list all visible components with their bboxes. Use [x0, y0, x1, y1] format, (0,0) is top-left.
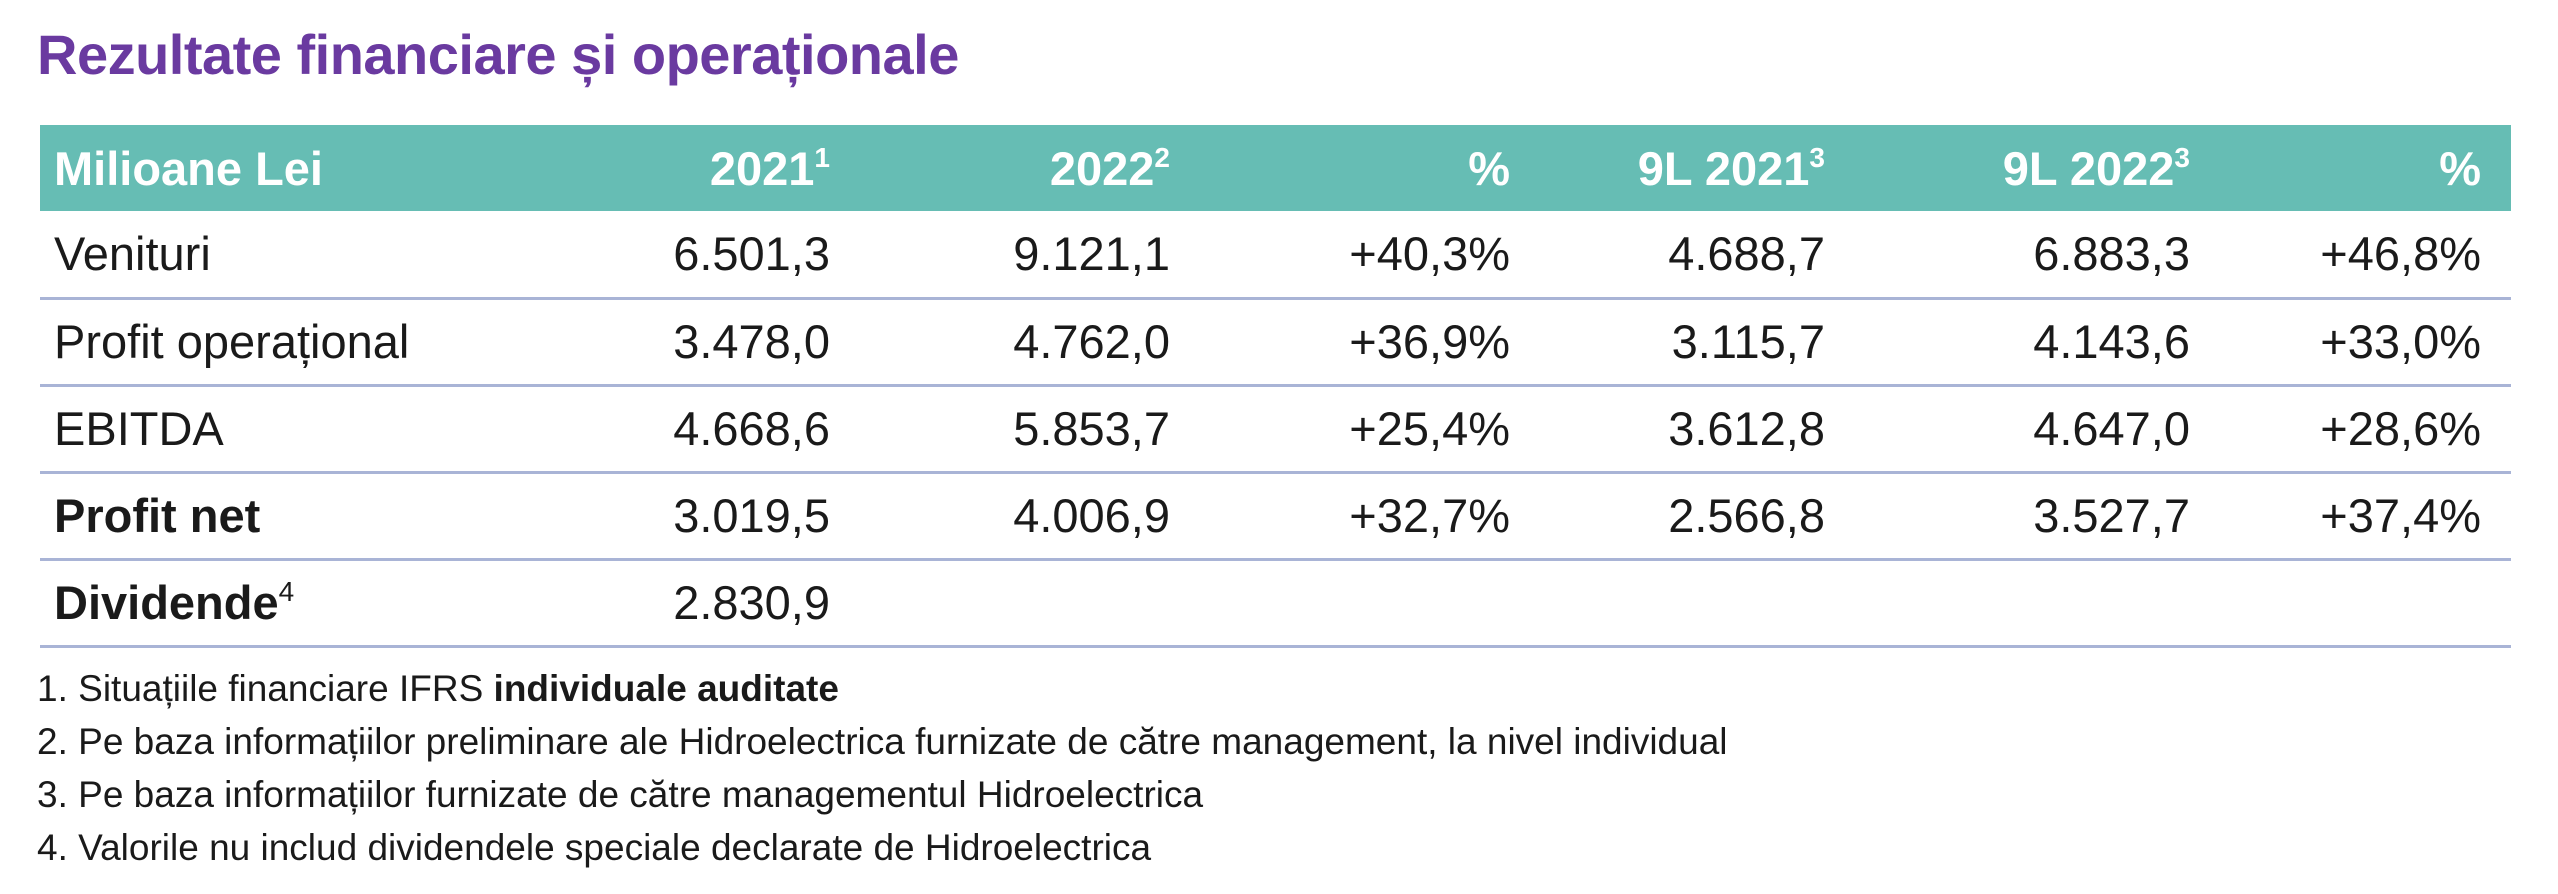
- row-label: EBITDA: [54, 402, 224, 455]
- cell-9l-2021: 3.115,7: [1671, 315, 1825, 368]
- header-percent-9l: %: [2439, 141, 2481, 195]
- cell-percent-annual: +40,3%: [1349, 227, 1510, 281]
- row-label: Profit net: [54, 489, 261, 542]
- cell-2021: 3.478,0: [673, 315, 830, 368]
- cell-9l-2022: [1855, 559, 2220, 646]
- table-row-profit-net: Profit net 3.019,5 4.006,9 +32,7% 2.566,…: [40, 472, 2511, 559]
- cell-9l-2021: [1540, 559, 1855, 646]
- cell-percent-annual: +36,9%: [1349, 315, 1510, 368]
- row-label: Dividende4: [54, 576, 295, 629]
- cell-percent-9l: +28,6%: [2320, 402, 2481, 455]
- header-2022: 20222: [1049, 141, 1170, 195]
- table-row-profit-operational: Profit operațional 3.478,0 4.762,0 +36,9…: [40, 298, 2511, 385]
- cell-2022: 5.853,7: [1013, 402, 1170, 455]
- cell-9l-2022: 4.143,6: [2033, 315, 2190, 368]
- cell-percent-annual: +32,7%: [1349, 489, 1510, 542]
- cell-9l-2022: 6.883,3: [2033, 227, 2190, 281]
- header-label: Milioane Lei: [54, 141, 323, 195]
- table-row-venituri: Venituri 6.501,3 9.121,1 +40,3% 4.688,7 …: [40, 211, 2511, 298]
- cell-2021: 6.501,3: [673, 227, 830, 281]
- cell-percent-9l: +33,0%: [2320, 315, 2481, 368]
- row-label: Profit operațional: [54, 315, 410, 368]
- cell-9l-2022: 3.527,7: [2033, 489, 2190, 542]
- header-9l-2021: 9L 20213: [1637, 141, 1825, 195]
- cell-percent-annual: +25,4%: [1349, 402, 1510, 455]
- cell-9l-2021: 3.612,8: [1668, 402, 1825, 455]
- footnotes: 1. Situațiile financiare IFRS individual…: [37, 662, 1728, 874]
- footnote-1: 1. Situațiile financiare IFRS individual…: [37, 668, 839, 709]
- cell-9l-2022: 4.647,0: [2033, 402, 2190, 455]
- row-label: Venituri: [54, 227, 211, 281]
- cell-2021: 2.830,9: [673, 576, 830, 629]
- footnote-2: 2. Pe baza informațiilor preliminare ale…: [37, 721, 1728, 762]
- cell-2022: 4.762,0: [1013, 315, 1170, 368]
- cell-9l-2021: 4.688,7: [1668, 227, 1825, 281]
- page-title: Rezultate financiare și operaționale: [37, 23, 959, 86]
- cell-percent-9l: [2220, 559, 2511, 646]
- cell-percent-annual: [1200, 559, 1540, 646]
- cell-2022: 9.121,1: [1013, 227, 1170, 281]
- financial-results-table: Milioane Lei 20211 20222 % 9L 20213 9L 2…: [40, 125, 2511, 648]
- cell-percent-9l: +46,8%: [2320, 227, 2481, 281]
- footnote-4: 4. Valorile nu includ dividendele specia…: [37, 827, 1152, 868]
- cell-2021: 4.668,6: [673, 402, 830, 455]
- cell-9l-2021: 2.566,8: [1668, 489, 1825, 542]
- table-row-dividende: Dividende4 2.830,9: [40, 559, 2511, 646]
- table-row-ebitda: EBITDA 4.668,6 5.853,7 +25,4% 3.612,8 4.…: [40, 385, 2511, 472]
- header-percent-annual: %: [1468, 141, 1510, 195]
- table-header-row: Milioane Lei 20211 20222 % 9L 20213 9L 2…: [40, 125, 2511, 211]
- footnote-3: 3. Pe baza informațiilor furnizate de că…: [37, 774, 1204, 815]
- cell-percent-9l: +37,4%: [2320, 489, 2481, 542]
- cell-2022: [860, 559, 1200, 646]
- header-9l-2022: 9L 20223: [2002, 141, 2190, 195]
- header-2021: 20211: [709, 141, 830, 195]
- cell-2022: 4.006,9: [1013, 489, 1170, 542]
- cell-2021: 3.019,5: [673, 489, 830, 542]
